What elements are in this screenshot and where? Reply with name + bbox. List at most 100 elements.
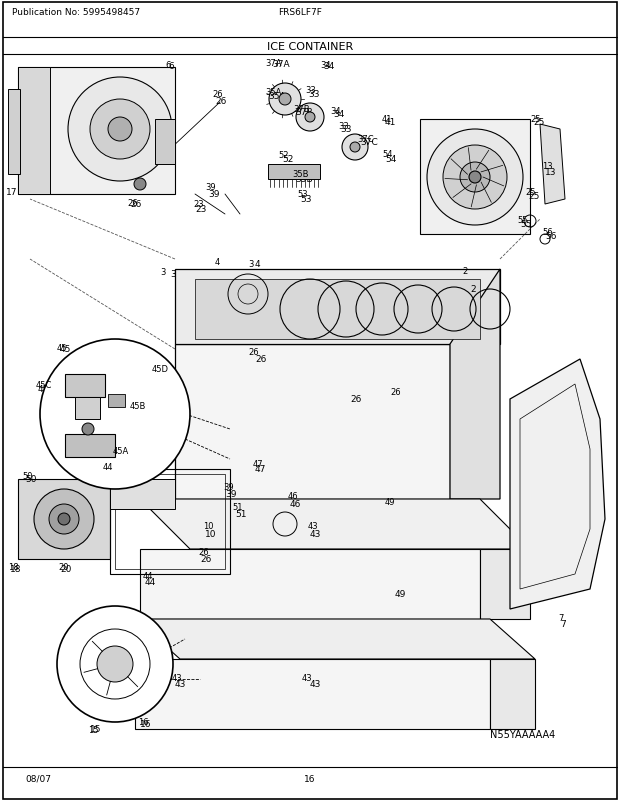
Text: 33: 33 (340, 125, 352, 134)
Text: 25: 25 (530, 115, 541, 124)
Text: 17: 17 (6, 188, 17, 196)
Text: 45: 45 (57, 343, 68, 353)
Polygon shape (540, 125, 565, 205)
Text: 45C: 45C (36, 380, 52, 390)
Text: 46: 46 (290, 500, 301, 508)
Text: 39: 39 (205, 183, 216, 192)
Text: 47: 47 (255, 464, 267, 473)
Polygon shape (18, 68, 50, 195)
Circle shape (108, 118, 132, 142)
Circle shape (296, 104, 324, 132)
Text: 37C: 37C (360, 138, 378, 147)
Circle shape (40, 339, 190, 489)
Text: 18: 18 (8, 562, 19, 571)
Text: 7: 7 (560, 619, 565, 628)
Polygon shape (8, 90, 20, 175)
Text: 15: 15 (88, 725, 99, 734)
Text: 34: 34 (323, 62, 334, 71)
Text: 10: 10 (205, 529, 216, 538)
Text: 26: 26 (255, 354, 267, 363)
Text: 37B: 37B (293, 105, 309, 114)
Text: 49: 49 (395, 589, 406, 598)
Text: 34: 34 (330, 107, 340, 115)
Text: 23: 23 (195, 205, 206, 214)
Text: 54: 54 (382, 150, 392, 159)
Polygon shape (108, 395, 125, 407)
Text: 35A: 35A (265, 88, 281, 97)
Text: 25: 25 (533, 118, 544, 127)
Circle shape (58, 513, 70, 525)
Text: 6: 6 (168, 62, 174, 71)
Polygon shape (75, 398, 100, 419)
Polygon shape (480, 549, 530, 619)
Polygon shape (65, 375, 105, 398)
Text: 45: 45 (60, 345, 71, 354)
Polygon shape (490, 659, 535, 729)
Text: 26: 26 (127, 199, 138, 208)
Polygon shape (420, 119, 530, 235)
Text: 4: 4 (215, 257, 220, 267)
Text: 20: 20 (58, 562, 68, 571)
Text: 45D: 45D (152, 365, 169, 374)
Text: 20: 20 (60, 565, 71, 573)
Circle shape (279, 94, 291, 106)
Text: 43: 43 (310, 679, 321, 688)
Text: FRS6LF7F: FRS6LF7F (278, 8, 322, 17)
Circle shape (427, 130, 523, 225)
Text: 39: 39 (225, 489, 236, 498)
Text: 4: 4 (255, 260, 260, 269)
Text: Publication No: 5995498457: Publication No: 5995498457 (12, 8, 140, 17)
Text: 37A: 37A (272, 60, 290, 69)
Circle shape (90, 100, 150, 160)
Text: 43: 43 (172, 673, 183, 683)
Text: 54: 54 (385, 155, 396, 164)
Text: 3: 3 (170, 269, 175, 278)
Text: 45C: 45C (38, 384, 56, 394)
Polygon shape (195, 280, 480, 339)
Polygon shape (135, 659, 490, 729)
Text: 41: 41 (385, 118, 396, 127)
Text: 08/07: 08/07 (25, 774, 51, 783)
Polygon shape (140, 500, 530, 549)
Text: 37A: 37A (265, 59, 281, 68)
Text: 10: 10 (203, 521, 213, 530)
Text: 6: 6 (165, 61, 171, 70)
Text: 23: 23 (193, 200, 203, 209)
Text: 45A: 45A (113, 447, 129, 456)
Text: 34: 34 (320, 61, 330, 70)
Circle shape (342, 135, 368, 160)
Text: 26: 26 (130, 200, 141, 209)
Polygon shape (450, 269, 500, 500)
Polygon shape (155, 119, 175, 164)
Text: 45D: 45D (155, 367, 173, 376)
Text: 45A: 45A (115, 449, 133, 459)
Circle shape (97, 646, 133, 683)
Polygon shape (110, 480, 175, 509)
Polygon shape (18, 480, 110, 559)
Text: 16: 16 (138, 717, 149, 726)
Text: 45B: 45B (130, 402, 146, 411)
Polygon shape (175, 269, 500, 345)
Text: 15: 15 (90, 724, 102, 733)
Text: 56: 56 (545, 232, 557, 241)
Text: 25: 25 (528, 192, 539, 200)
Circle shape (134, 179, 146, 191)
Text: 13: 13 (545, 168, 557, 176)
Text: 55: 55 (520, 220, 531, 229)
Circle shape (443, 146, 507, 210)
Text: 56: 56 (542, 228, 552, 237)
Circle shape (82, 423, 94, 435)
Circle shape (460, 163, 490, 192)
Polygon shape (135, 619, 535, 659)
Text: 41: 41 (382, 115, 392, 124)
Text: 35A: 35A (268, 92, 286, 101)
Text: 26: 26 (200, 554, 211, 563)
Text: N55YAAAAA4: N55YAAAAA4 (490, 729, 556, 739)
Text: 50: 50 (25, 475, 37, 484)
Text: 43: 43 (308, 521, 319, 530)
Text: 51: 51 (235, 509, 247, 518)
Text: 51: 51 (232, 502, 242, 512)
Text: 43: 43 (175, 679, 187, 688)
Circle shape (305, 113, 315, 123)
Text: 33: 33 (308, 90, 319, 99)
